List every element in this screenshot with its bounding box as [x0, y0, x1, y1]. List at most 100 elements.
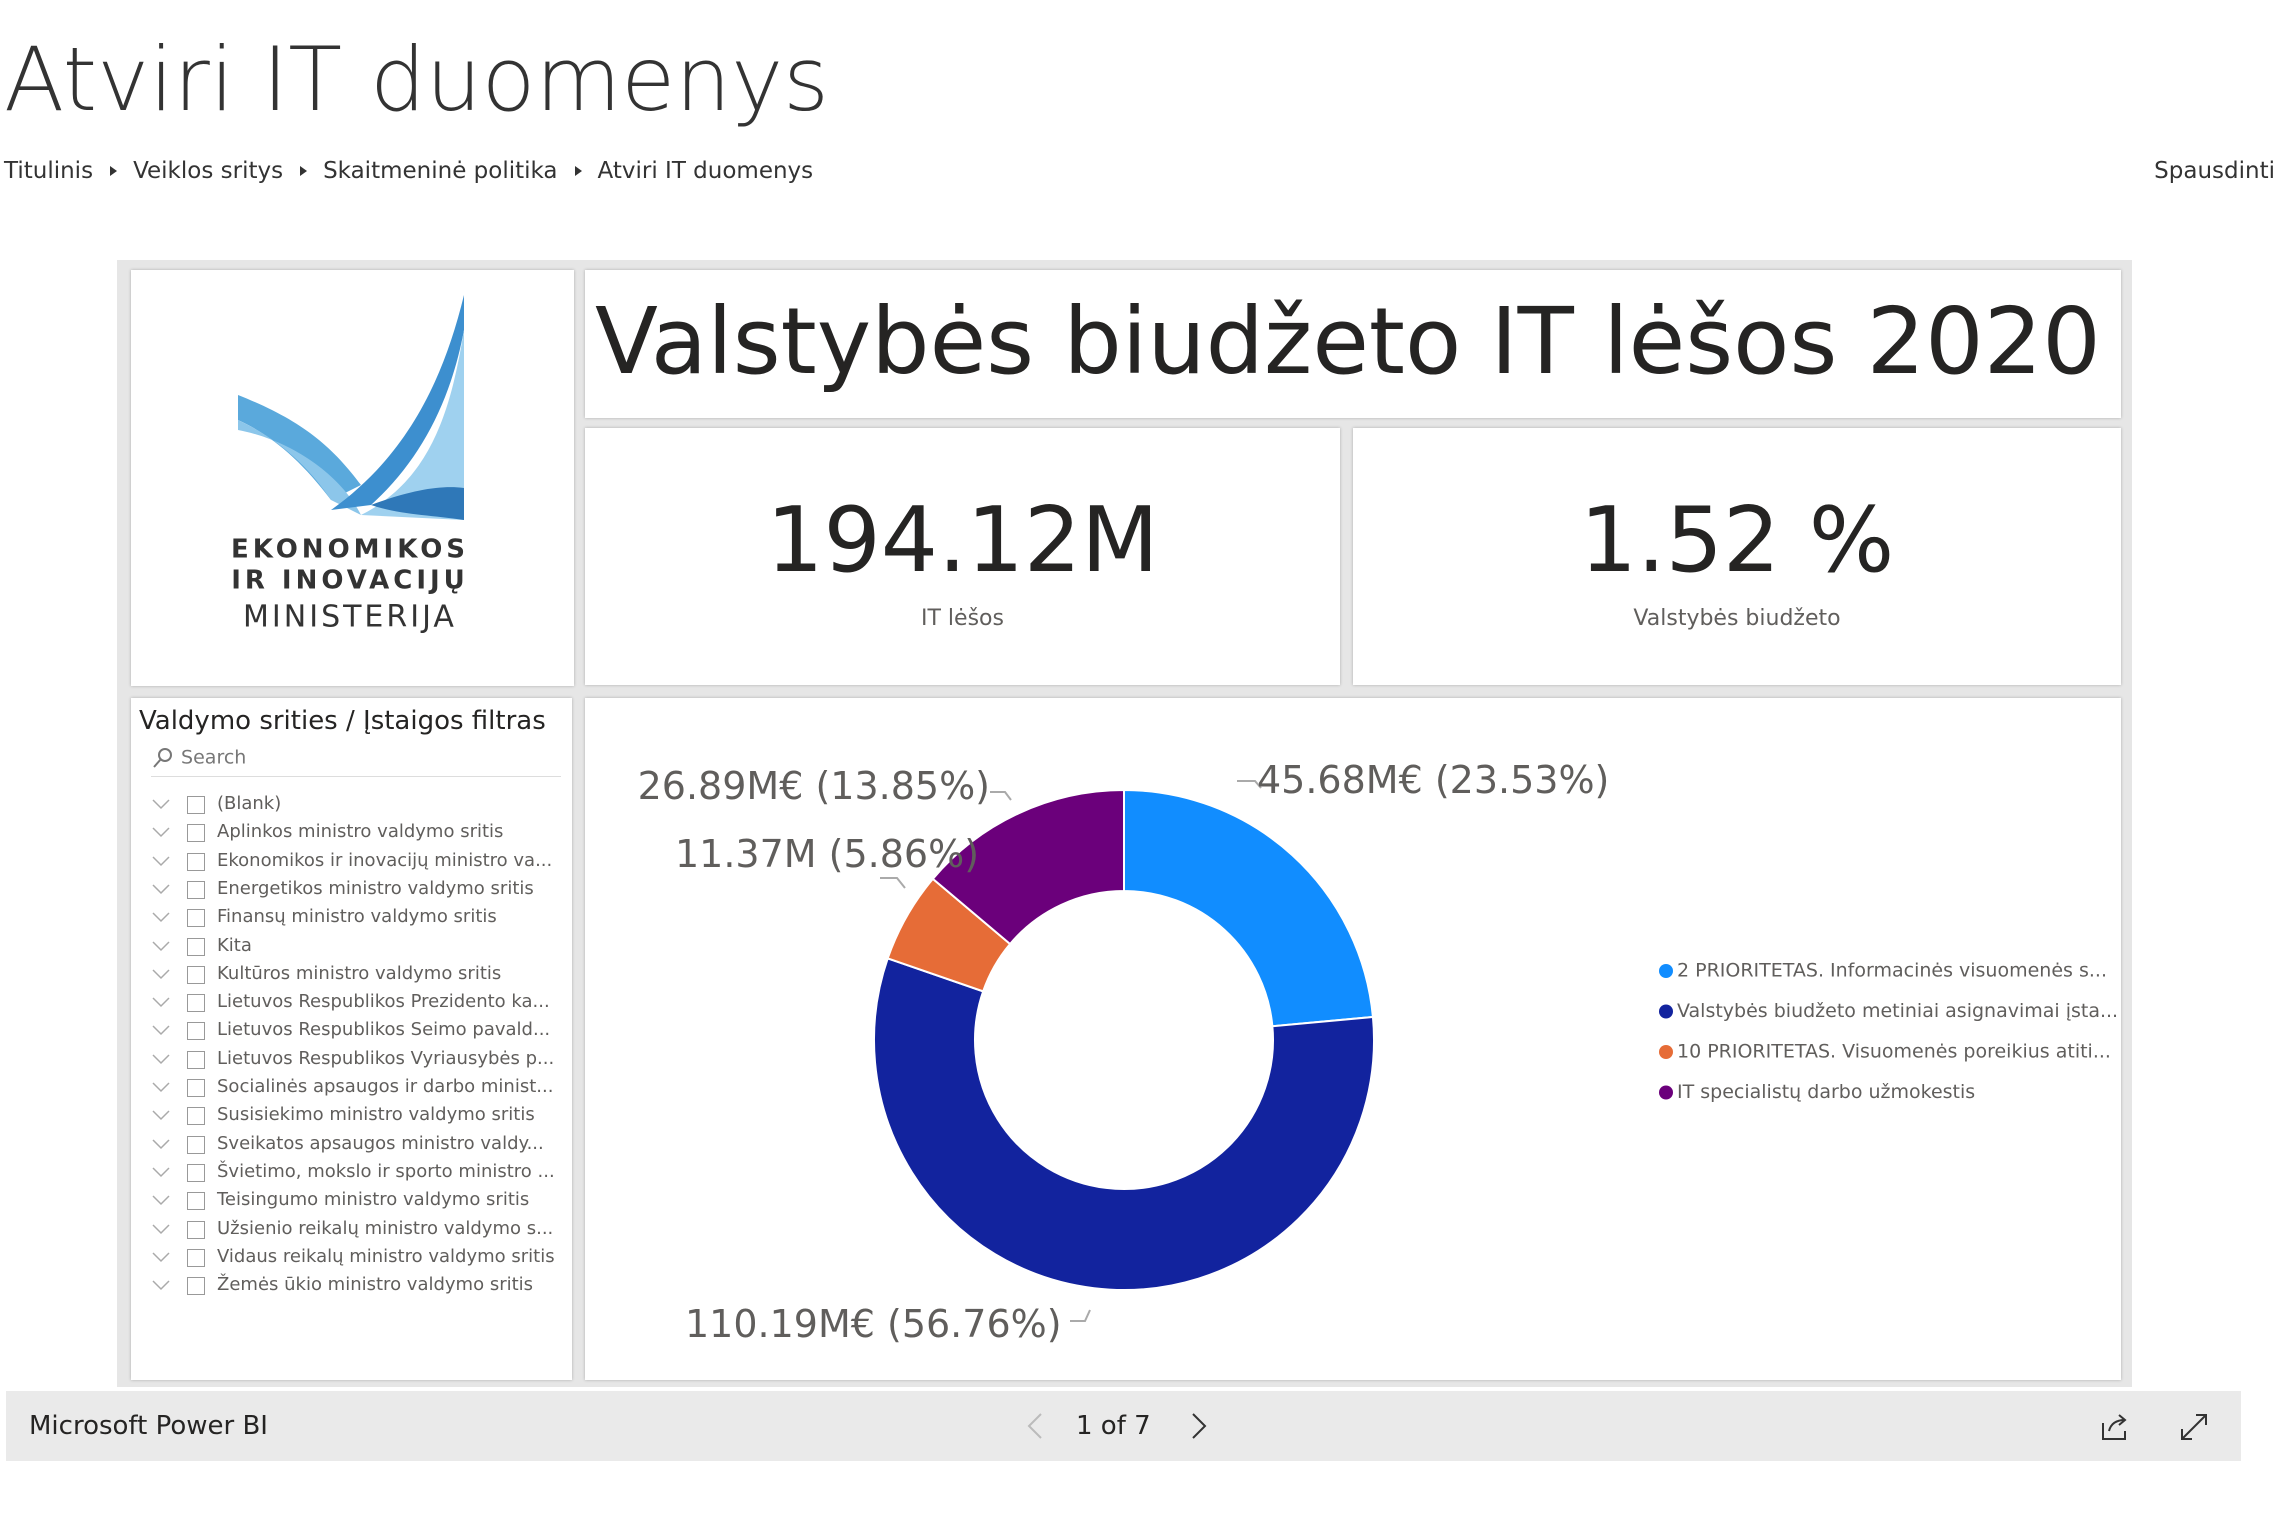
logo-text: EKONOMIKOS	[231, 535, 469, 565]
expand-chevron[interactable]	[151, 1190, 171, 1210]
expand-chevron[interactable]	[151, 1219, 171, 1239]
slicer-item: Užsienio reikalų ministro valdymo s...	[217, 1217, 554, 1239]
chevron	[152, 1110, 170, 1121]
expand-chevron[interactable]	[151, 1162, 171, 1182]
kpi-card: 1.52 % Valstybės biudžeto	[1353, 428, 2121, 685]
logo-text: IR INOVACIJŲ	[231, 566, 469, 596]
share-icon[interactable]	[2099, 1411, 2131, 1443]
logo-shape	[238, 395, 361, 500]
checkbox[interactable]	[187, 1220, 205, 1239]
leader-line	[880, 877, 906, 889]
expand-chevron[interactable]	[151, 936, 171, 956]
checkbox[interactable]	[187, 852, 205, 871]
checkbox[interactable]	[187, 1277, 205, 1296]
chevron	[152, 1139, 170, 1149]
expand-chevron[interactable]	[151, 794, 171, 814]
logo-text: MINISTERIJA	[243, 600, 457, 635]
donut-slice	[931, 788, 1125, 946]
slicer-item: Kultūros ministro valdymo sritis	[217, 962, 502, 984]
search-placeholder: Search	[181, 746, 247, 769]
chevron	[152, 827, 170, 838]
expand-chevron[interactable]	[151, 1275, 171, 1295]
expand-chevron[interactable]	[151, 907, 171, 927]
legend-marker	[1659, 1004, 1673, 1019]
data-label: 11.37M (5.86%)	[675, 832, 980, 876]
fullscreen-icon[interactable]	[2178, 1411, 2210, 1443]
checkbox[interactable]	[187, 1248, 205, 1267]
expand-chevron[interactable]	[151, 822, 171, 842]
expand-chevron[interactable]	[151, 964, 171, 984]
expand-chevron[interactable]	[151, 851, 171, 871]
checkbox[interactable]	[187, 1050, 205, 1069]
next-page[interactable]	[1183, 1411, 1213, 1441]
expand-chevron[interactable]	[151, 1105, 171, 1125]
report-title: Valstybės biudžeto IT lėšos 2020	[595, 288, 2101, 395]
donut-slice	[1123, 788, 1375, 1028]
checkbox[interactable]	[187, 796, 205, 814]
title-tile: Valstybės biudžeto IT lėšos 2020	[585, 270, 2121, 418]
logo-shape	[361, 330, 464, 520]
checkbox[interactable]	[187, 937, 205, 956]
page-indicator: 1 of 7	[1076, 1411, 1151, 1441]
slicer-title: Valdymo srities / Įstaigos filtras	[139, 706, 546, 736]
slicer-item: Teisingumo ministro valdymo sritis	[217, 1189, 530, 1211]
checkbox[interactable]	[187, 1079, 205, 1097]
checkbox[interactable]	[187, 994, 205, 1013]
checkbox[interactable]	[187, 1022, 205, 1041]
slicer-item: Aplinkos ministro valdymo sritis	[217, 821, 504, 843]
checkbox[interactable]	[187, 965, 205, 984]
search-icon	[153, 748, 172, 768]
chevron	[300, 166, 308, 176]
data-label: 110.19M€ (56.76%)	[685, 1302, 1062, 1346]
chevron	[152, 1280, 170, 1291]
data-label: 26.89M€ (13.85%)	[637, 764, 990, 808]
breadcrumb[interactable]: Atviri IT duomenys	[597, 158, 814, 184]
leader-line	[990, 791, 1012, 801]
chevron	[152, 969, 170, 979]
breadcrumb[interactable]: Veiklos sritys	[133, 158, 284, 184]
slicer-item: Lietuvos Respublikos Prezidento ka...	[217, 991, 550, 1013]
checkbox[interactable]	[187, 824, 205, 843]
slicer-item: Sveikatos apsaugos ministro valdy...	[217, 1132, 544, 1154]
logo: EKONOMIKOS IR INOVACIJŲ MINISTERIJA	[231, 295, 469, 635]
search-box[interactable]: Search	[151, 746, 561, 777]
expand-chevron[interactable]	[151, 1247, 171, 1267]
expand-chevron[interactable]	[151, 879, 171, 899]
leader-line	[1237, 780, 1262, 789]
slicer-item: Finansų ministro valdymo sritis	[217, 906, 497, 928]
chevron	[152, 940, 170, 951]
checkbox[interactable]	[187, 1107, 205, 1126]
slicer-item: Susisiekimo ministro valdymo sritis	[217, 1104, 535, 1126]
logo-shape	[238, 420, 361, 515]
checkbox[interactable]	[187, 1192, 205, 1211]
prev-page[interactable]	[1021, 1411, 1051, 1441]
checkbox[interactable]	[187, 1163, 205, 1182]
legend-marker	[1659, 1045, 1673, 1059]
legend-label: IT specialistų darbo užmokestis	[1677, 1081, 1975, 1103]
expand-chevron[interactable]	[151, 1020, 171, 1040]
expand-chevron[interactable]	[151, 1077, 171, 1097]
expand-chevron[interactable]	[151, 1049, 171, 1069]
checkbox[interactable]	[187, 909, 205, 928]
chevron	[152, 1054, 170, 1064]
breadcrumb[interactable]: Skaitmeninė politika	[323, 158, 558, 184]
leader-line	[1070, 1309, 1091, 1322]
legend-marker	[1659, 1085, 1673, 1100]
slicer-item: Ekonomikos ir inovacijų ministro va...	[217, 849, 553, 871]
chevron	[152, 884, 170, 894]
checkbox[interactable]	[187, 880, 205, 899]
breadcrumb[interactable]: Titulinis	[4, 158, 94, 184]
breadcrumb-separator	[574, 166, 582, 176]
donut-slice	[873, 957, 1375, 1291]
logo-tile: EKONOMIKOS IR INOVACIJŲ MINISTERIJA	[131, 270, 574, 686]
checkbox[interactable]	[187, 1135, 205, 1154]
print-link[interactable]: Spausdinti	[2154, 158, 2275, 184]
expand-chevron[interactable]	[151, 1134, 171, 1154]
expand-chevron[interactable]	[151, 992, 171, 1012]
breadcrumb-separator	[110, 166, 118, 176]
breadcrumb-separator	[300, 166, 308, 176]
logo-shape	[371, 487, 464, 520]
slicer-item: Kita	[217, 934, 252, 956]
donut-tile: 2 PRIORITETAS. Informacinės visuomenės s…	[585, 698, 2121, 1380]
kpi-value: 1.52 %	[1579, 488, 1895, 593]
